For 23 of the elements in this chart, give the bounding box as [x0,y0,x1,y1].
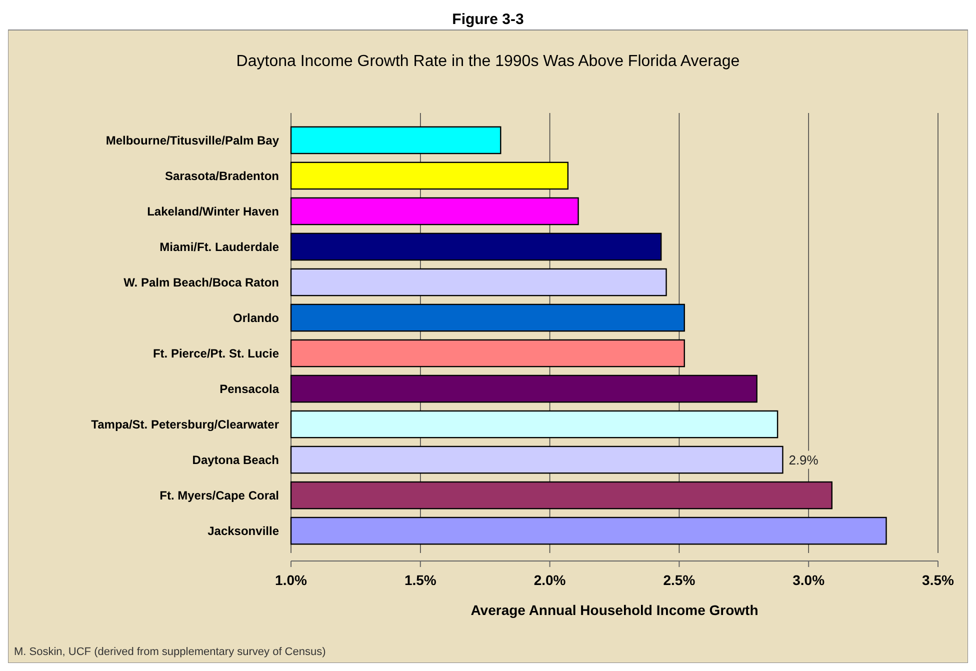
chart-subtitle: Daytona Income Growth Rate in the 1990s Was Above Florida Average [236,53,740,70]
chart-title: Figure 3-3 [452,11,524,28]
x-tick-label: 3.0% [792,572,826,588]
y-tick-label: Jacksonville [208,524,280,538]
y-tick-label: Miami/Ft. Lauderdale [160,240,280,254]
y-tick-label: Melbourne/Titusville/Palm Bay [106,133,280,148]
y-tick-label: Ft. Myers/Cape Coral [160,488,279,502]
y-tick-label: Pensacola [220,382,280,396]
y-tick-label: Ft. Pierce/Pt. St. Lucie [152,346,280,360]
x-tick-label: 2.0% [534,572,566,588]
y-tick-label: Tampa/St. Petersburg/Clearwater [91,417,280,432]
y-tick-label: Sarasota/Bradenton [164,168,279,183]
y-tick-label: Daytona Beach [192,452,279,467]
data-label: 2.9% [788,452,819,468]
x-tick-label: 1.5% [404,572,437,588]
x-tick-label: 3.5% [922,572,954,588]
y-tick-label: W. Palm Beach/Boca Raton [124,275,279,290]
x-axis-title: Average Annual Household Income Growth [470,602,758,618]
x-tick-label: 1.0% [275,572,308,588]
text: M. Soskin, UCF (derived from supplementary survey of Census) [14,646,326,658]
y-tick-label: Lakeland/Winter Haven [147,204,279,218]
y-tick-label: Orlando [232,310,279,325]
x-tick-label: 2.5% [663,572,696,588]
